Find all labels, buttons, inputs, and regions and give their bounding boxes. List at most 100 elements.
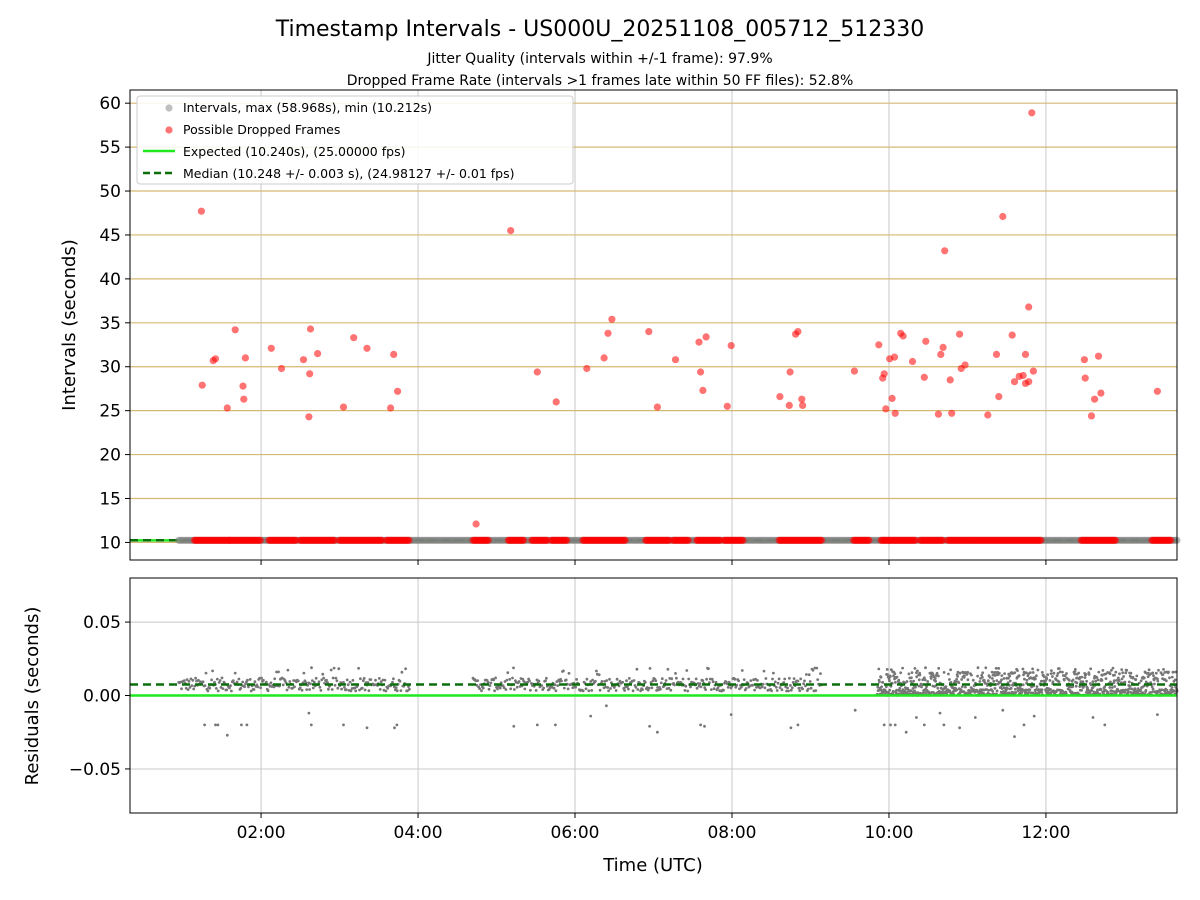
- residual-point: [1125, 668, 1129, 672]
- residual-point: [216, 723, 220, 727]
- residual-point: [589, 714, 593, 718]
- residual-point: [329, 668, 333, 672]
- residual-point: [214, 687, 218, 690]
- chart-subtitle-jitter: Jitter Quality (intervals within +/-1 fr…: [426, 51, 772, 67]
- residual-point: [978, 680, 982, 683]
- residual-point: [1172, 689, 1176, 693]
- residual-point: [308, 688, 311, 691]
- residual-point: [879, 675, 883, 679]
- residual-point: [895, 675, 899, 679]
- residual-point: [400, 670, 404, 674]
- residual-point: [1031, 691, 1035, 695]
- residual-point: [327, 687, 330, 691]
- residual-point: [330, 688, 334, 691]
- residual-point: [1059, 691, 1063, 695]
- residual-point: [992, 679, 996, 683]
- dropped-frame-point: [939, 343, 947, 351]
- residual-point: [687, 677, 691, 681]
- residual-point: [660, 677, 664, 681]
- residual-point: [905, 680, 909, 683]
- dropped-frame-point: [697, 368, 705, 376]
- residual-point: [1006, 687, 1009, 690]
- residual-point: [1158, 690, 1162, 693]
- residual-point: [1120, 668, 1124, 671]
- residual-point: [897, 678, 901, 682]
- residual-point: [589, 680, 593, 683]
- dropped-frame-point: [799, 401, 807, 409]
- residual-point: [606, 686, 610, 689]
- residual-point: [791, 681, 795, 684]
- residual-point: [206, 689, 210, 693]
- residual-point: [694, 677, 698, 681]
- residual-point: [537, 679, 541, 683]
- residual-point: [374, 678, 377, 682]
- residual-point: [1063, 674, 1067, 678]
- residual-point: [307, 711, 311, 715]
- residual-point: [931, 673, 935, 676]
- dropped-frame-point: [330, 536, 339, 544]
- residual-point: [521, 677, 525, 681]
- residual-point: [553, 683, 557, 687]
- residual-point: [1017, 674, 1021, 678]
- dropped-frame-point: [956, 330, 964, 338]
- residual-point: [960, 678, 963, 681]
- residual-point: [225, 688, 229, 692]
- residual-point: [259, 686, 262, 690]
- dropped-frame-point: [387, 404, 395, 412]
- residual-point: [534, 689, 538, 692]
- dropped-frame-point: [533, 368, 541, 376]
- residual-point: [1110, 686, 1114, 689]
- residual-point: [351, 678, 355, 682]
- residual-point: [986, 679, 990, 683]
- residual-point: [493, 689, 496, 693]
- residual-point: [1040, 691, 1044, 694]
- residual-point: [216, 689, 220, 693]
- residual-point: [1049, 688, 1052, 691]
- residual-point: [782, 681, 786, 684]
- dropped-frame-point: [507, 227, 515, 235]
- residual-point: [711, 680, 715, 684]
- residual-point: [529, 688, 532, 692]
- dropped-frame-point: [394, 387, 402, 395]
- residual-point: [505, 678, 509, 682]
- residual-point: [314, 676, 318, 680]
- bottom-data-points: [177, 666, 1179, 738]
- residual-point: [357, 666, 360, 670]
- top-y-tick-label: 35: [99, 314, 121, 334]
- dropped-frame-point: [240, 395, 248, 403]
- residual-point: [973, 688, 976, 692]
- bottom-reference-lines: [130, 683, 1177, 697]
- residual-point: [1101, 669, 1105, 672]
- residual-point: [188, 686, 192, 689]
- top-y-tick-label: 45: [99, 226, 121, 246]
- residual-point: [201, 680, 205, 684]
- dropped-frame-point: [1025, 378, 1033, 386]
- residual-point: [937, 674, 940, 678]
- residual-point: [912, 679, 915, 683]
- residual-point: [798, 689, 802, 693]
- residual-point: [517, 680, 521, 683]
- residual-point: [762, 669, 766, 673]
- residual-point: [1027, 691, 1031, 694]
- residual-point: [281, 683, 285, 687]
- residual-point: [1000, 687, 1004, 690]
- residual-point: [395, 723, 399, 727]
- residual-point: [776, 681, 780, 685]
- residual-point: [899, 671, 903, 675]
- residual-point: [309, 682, 312, 686]
- residual-point: [973, 691, 977, 694]
- residual-point: [615, 677, 619, 681]
- residual-point: [1151, 687, 1155, 691]
- dropped-frame-point: [995, 393, 1003, 401]
- residual-point: [918, 673, 922, 677]
- residual-point: [395, 689, 399, 693]
- residual-point: [214, 723, 217, 727]
- top-y-tick-label: 10: [99, 533, 121, 553]
- top-y-ticks: 10 15 20 25 30 35 40 45 50 55 60: [99, 94, 130, 553]
- residual-point: [970, 673, 973, 677]
- residual-point: [476, 679, 480, 682]
- residual-point: [287, 685, 291, 689]
- residual-point: [337, 667, 341, 671]
- residual-point: [753, 688, 756, 692]
- residual-point: [976, 674, 979, 678]
